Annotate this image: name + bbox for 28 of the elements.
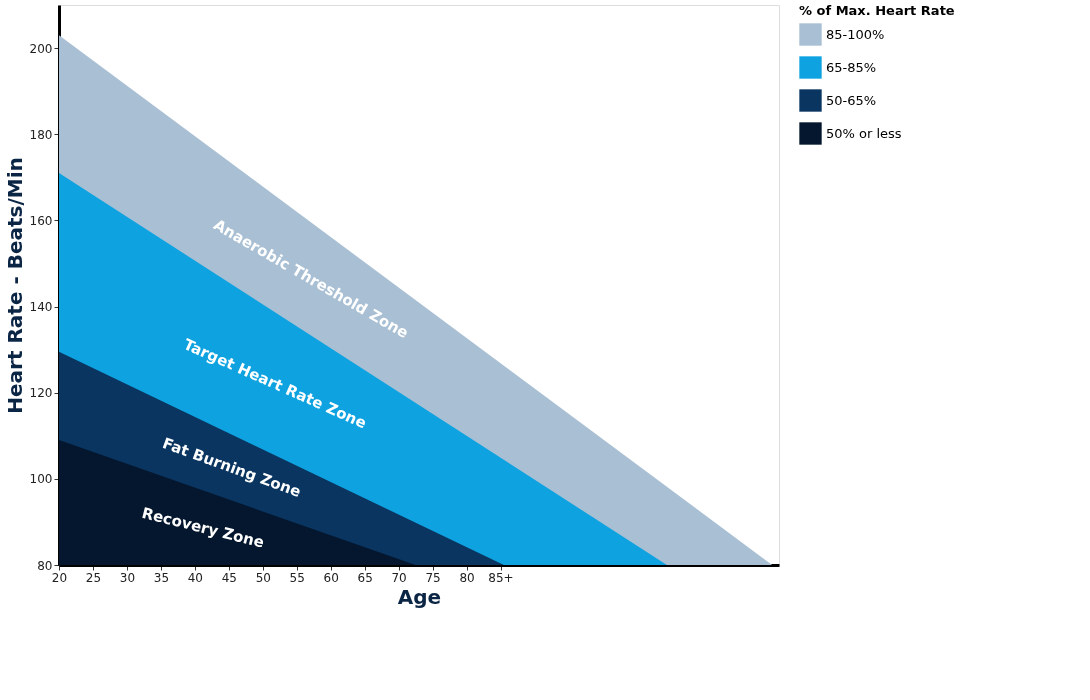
legend-title: % of Max. Heart Rate [799,3,955,18]
x-tick-label: 40 [187,570,203,585]
x-tick-label: 85+ [488,570,514,585]
y-tick-label: 120 [29,386,53,401]
legend-label: 50% or less [826,125,902,141]
x-axis-title: Age [397,584,442,609]
legend-label: 65-85% [826,59,877,75]
x-tick-label: 70 [391,570,407,585]
legend-label: 50-65% [826,92,877,108]
x-tick-label: 25 [85,570,102,585]
x-tick-label: 55 [289,570,305,585]
x-tick-label: 50 [255,570,271,585]
y-tick-label: 200 [29,41,53,56]
y-tick-label: 80 [37,558,53,573]
x-tick-label: 20 [51,570,68,585]
y-tick-label: 180 [29,127,53,142]
y-axis-title: Heart Rate - Beats/Min [2,157,27,414]
x-tick-label: 35 [153,570,170,585]
x-tick-label: 80 [459,570,475,585]
x-tick-label: 45 [221,570,237,585]
x-tick-label: 75 [425,570,441,585]
x-tick-label: 60 [323,570,339,585]
y-tick-label: 140 [29,300,53,315]
y-tick-label: 160 [29,213,53,228]
y-tick-label: 100 [29,472,53,487]
legend-label: 85-100% [826,26,885,42]
x-tick-label: 30 [119,570,136,585]
x-tick-label: 65 [357,570,373,585]
